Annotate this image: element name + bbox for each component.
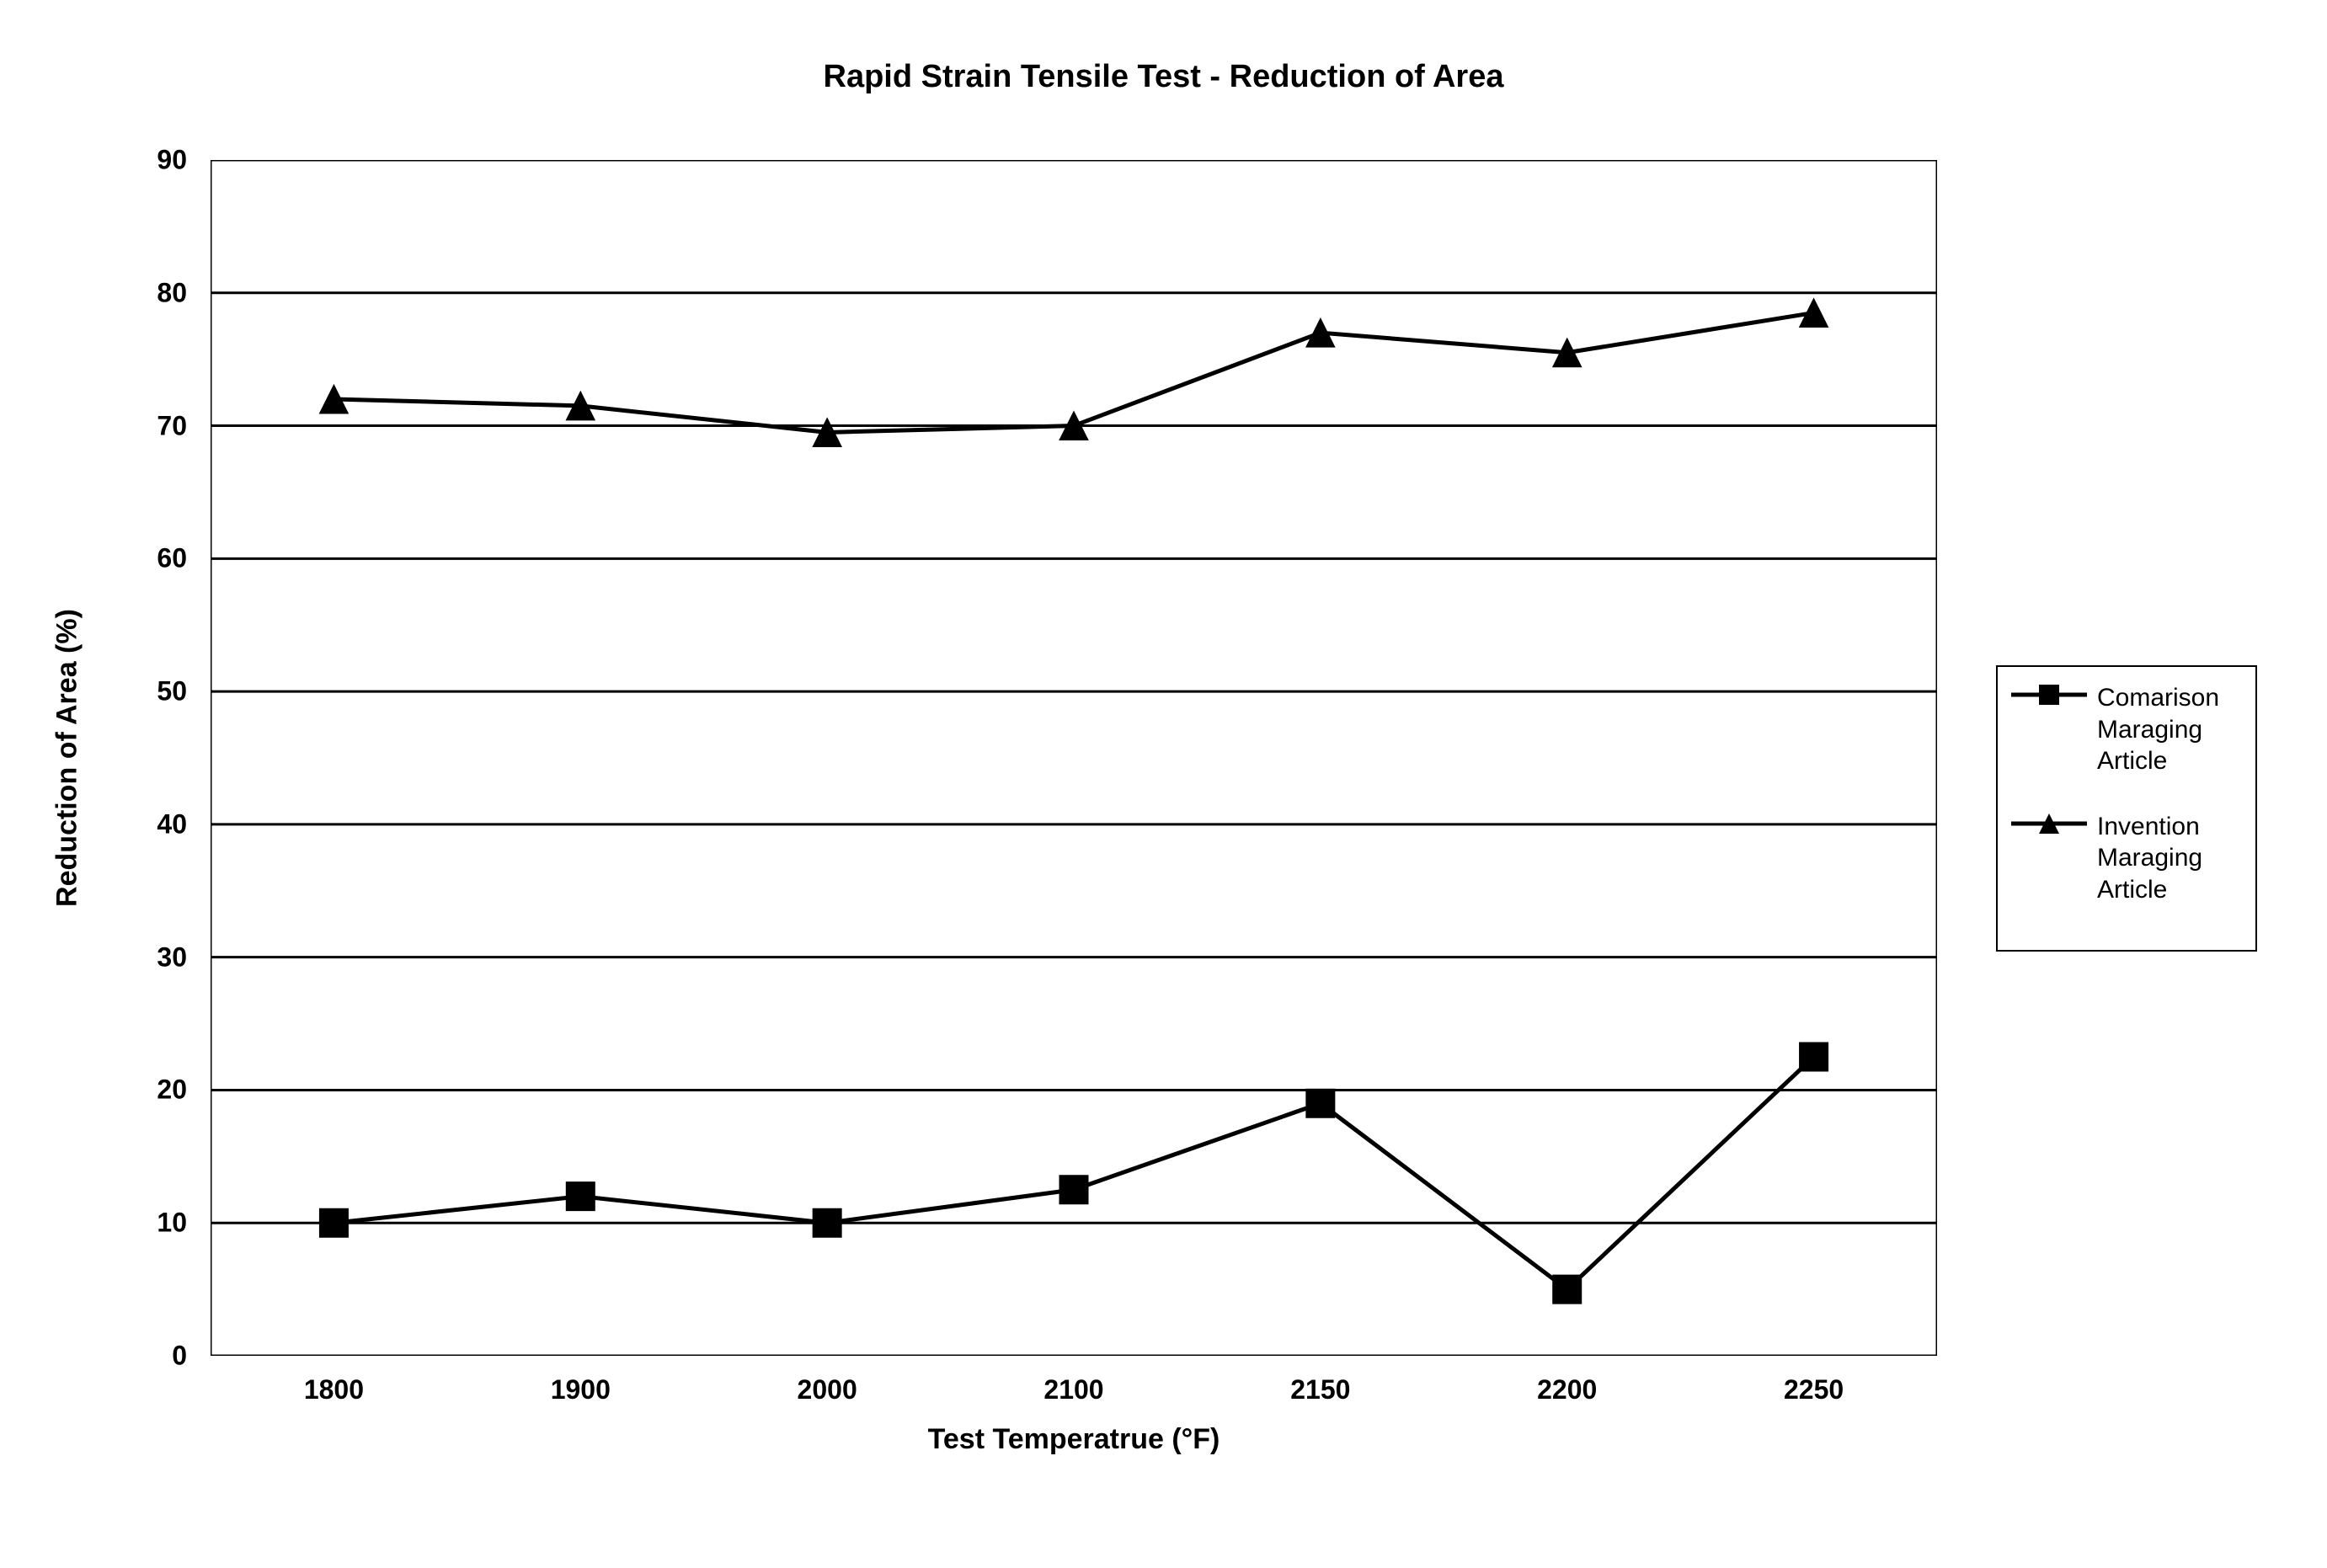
y-tick-label: 0 xyxy=(172,1341,187,1372)
plot-svg xyxy=(211,160,1937,1356)
y-tick-label: 80 xyxy=(157,277,187,308)
y-tick-label: 70 xyxy=(157,410,187,441)
legend-label: Invention Maraging Article xyxy=(2097,811,2242,906)
series-marker-0 xyxy=(566,1182,595,1211)
y-tick-label: 10 xyxy=(157,1208,187,1239)
y-tick-label: 20 xyxy=(157,1075,187,1106)
x-tick-label: 2150 xyxy=(1290,1374,1350,1405)
x-tick-label: 1800 xyxy=(304,1374,364,1405)
x-tick-label: 2200 xyxy=(1537,1374,1597,1405)
y-tick-label: 60 xyxy=(157,543,187,574)
y-axis-label: Reduction of Area (%) xyxy=(51,609,84,907)
series-marker-0 xyxy=(813,1208,841,1237)
x-axis-label: Test Temperatrue (°F) xyxy=(211,1423,1937,1456)
chart-title: Rapid Strain Tensile Test - Reduction of… xyxy=(0,59,2327,95)
y-tick-label: 90 xyxy=(157,145,187,176)
legend-swatch xyxy=(2011,682,2087,707)
series-marker-0 xyxy=(1553,1275,1582,1304)
y-tick-label: 40 xyxy=(157,808,187,840)
series-marker-0 xyxy=(319,1208,348,1237)
x-tick-label: 1900 xyxy=(551,1374,611,1405)
legend-swatch xyxy=(2011,811,2087,836)
plot-area xyxy=(211,160,1937,1356)
x-tick-label: 2250 xyxy=(1784,1374,1844,1405)
y-tick-label: 30 xyxy=(157,941,187,973)
x-tick-label: 2000 xyxy=(798,1374,857,1405)
legend-item: Invention Maraging Article xyxy=(2011,811,2242,906)
chart-page: Rapid Strain Tensile Test - Reduction of… xyxy=(0,0,2327,1568)
series-marker-0 xyxy=(1059,1176,1088,1204)
y-tick-label: 50 xyxy=(157,676,187,707)
legend: Comarison Maraging Article Invention Mara… xyxy=(1996,665,2257,952)
legend-label: Comarison Maraging Article xyxy=(2097,682,2242,777)
series-marker-0 xyxy=(1800,1043,1828,1071)
x-tick-label: 2100 xyxy=(1043,1374,1103,1405)
series-marker-0 xyxy=(1306,1089,1335,1117)
legend-item: Comarison Maraging Article xyxy=(2011,682,2242,777)
